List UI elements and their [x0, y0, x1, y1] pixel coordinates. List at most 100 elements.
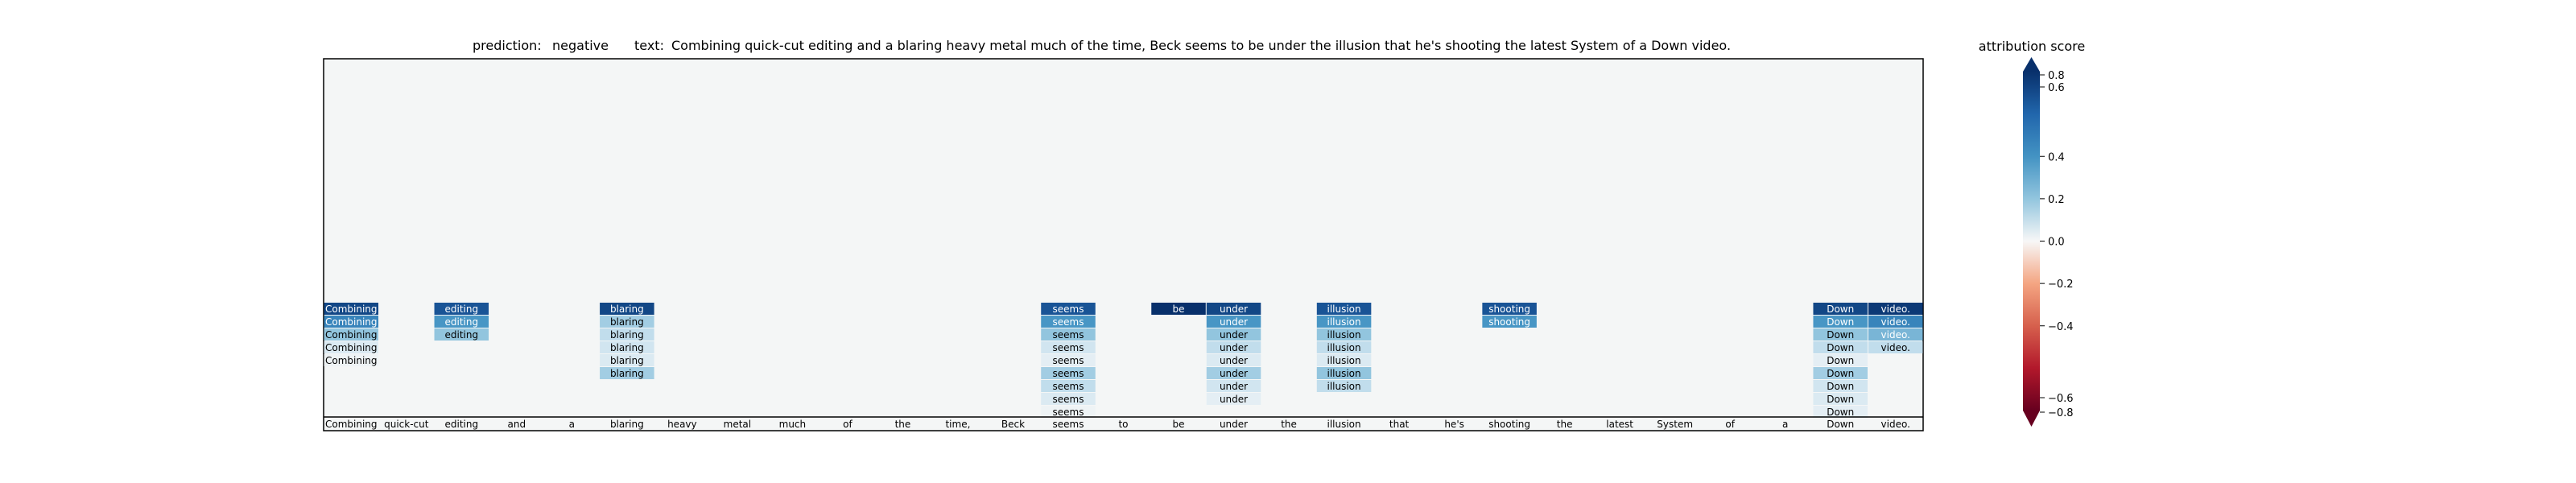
heatmap-cell	[1813, 367, 1868, 379]
heatmap-cell	[1868, 316, 1923, 328]
colorbar-tick-label: 0.0	[2048, 237, 2065, 249]
colorbar-bottom-extend	[2023, 411, 2040, 427]
title-text-value: Combining quick-cut editing and a blarin…	[671, 38, 1731, 53]
heatmap-cell	[1813, 316, 1868, 328]
heatmap-cell	[1316, 303, 1372, 315]
token-label: metal	[724, 419, 751, 430]
cell-label: Down	[1827, 355, 1854, 366]
cell-label: video.	[1881, 342, 1910, 353]
token-label: under	[1220, 419, 1248, 430]
colorbar-top-extend	[2023, 57, 2040, 72]
colorbar-tick-label: 0.4	[2048, 151, 2065, 163]
heatmap-cell	[1482, 303, 1537, 315]
token-label: heavy	[667, 419, 697, 430]
token-label: shooting	[1488, 419, 1530, 430]
cell-label: blaring	[610, 342, 644, 353]
cell-label: Combining	[325, 316, 378, 328]
heatmap-cell	[1813, 341, 1868, 353]
cell-label: under	[1220, 355, 1248, 366]
cell-label: Down	[1827, 381, 1854, 392]
colorbar-tick-label: 0.2	[2048, 194, 2065, 206]
heatmap-cell	[1316, 354, 1372, 366]
heatmap-cell	[434, 303, 489, 315]
cell-label: seems	[1052, 303, 1084, 315]
cell-label: seems	[1052, 381, 1084, 392]
heatmap-cell	[600, 316, 654, 328]
cell-label: video.	[1881, 316, 1910, 328]
token-label: System	[1657, 419, 1693, 430]
heatmap-cell	[1041, 406, 1096, 418]
cell-label: shooting	[1488, 316, 1530, 328]
heatmap-cell	[1316, 316, 1372, 328]
cell-label: illusion	[1327, 368, 1360, 379]
cell-label: seems	[1052, 407, 1084, 418]
cell-label: blaring	[610, 303, 644, 315]
plot-area	[323, 58, 1924, 431]
cell-label: be	[1173, 303, 1185, 315]
cell-label: seems	[1052, 329, 1084, 341]
heatmap-cell	[1151, 303, 1206, 315]
cell-label: blaring	[610, 329, 644, 341]
cell-label: seems	[1052, 355, 1084, 366]
token-label: and	[508, 419, 526, 430]
cell-label: Down	[1827, 303, 1854, 315]
heatmap-cell	[1868, 341, 1923, 353]
heatmap-cell	[1813, 393, 1868, 405]
heatmap-cell	[434, 316, 489, 328]
token-label: of	[843, 419, 852, 430]
token-label: quick-cut	[384, 419, 429, 430]
token-label: Combining	[325, 419, 378, 430]
cell-label: under	[1220, 394, 1248, 405]
cell-label: blaring	[610, 355, 644, 366]
colorbar-tick-label: 0.6	[2048, 82, 2065, 94]
cell-label: illusion	[1327, 355, 1360, 366]
cell-label: illusion	[1327, 303, 1360, 315]
cell-label: blaring	[610, 316, 644, 328]
heatmap-cell	[1813, 406, 1868, 418]
colorbar-tick-label: −0.6	[2048, 393, 2074, 405]
cell-label: Down	[1827, 342, 1854, 353]
token-label: the	[895, 419, 911, 430]
token-label: seems	[1052, 419, 1084, 430]
heatmap-cell	[1206, 316, 1261, 328]
heatmap-cell	[1813, 354, 1868, 366]
cell-label: Down	[1827, 394, 1854, 405]
heatmap-cell	[1813, 328, 1868, 341]
heatmap-cell	[324, 354, 379, 366]
token-label: Beck	[1001, 419, 1025, 430]
chart-title: prediction: negative text: Combining qui…	[473, 38, 1731, 53]
colorbar-tick-label: −0.4	[2048, 321, 2074, 333]
cell-label: under	[1220, 381, 1248, 392]
token-label: to	[1118, 419, 1128, 430]
heatmap-cell	[600, 328, 654, 341]
cell-label: Down	[1827, 407, 1854, 418]
token-label: latest	[1606, 419, 1633, 430]
cell-label: seems	[1052, 342, 1084, 353]
token-label: of	[1725, 419, 1735, 430]
heatmap-cell	[324, 341, 379, 353]
heatmap-cell	[1316, 328, 1372, 341]
colorbar-gradient	[2023, 72, 2040, 411]
cell-label: Combining	[325, 355, 378, 366]
heatmap-cell	[1316, 380, 1372, 392]
cell-label: under	[1220, 303, 1248, 315]
colorbar-tick-label: −0.2	[2048, 279, 2074, 291]
heatmap-cell	[324, 303, 379, 315]
token-label: video.	[1881, 419, 1910, 430]
heatmap-cell	[1041, 341, 1096, 353]
heatmap-cell	[600, 303, 654, 315]
cell-label: under	[1220, 329, 1248, 341]
cell-label: under	[1220, 316, 1248, 328]
colorbar-tick-label: −0.8	[2048, 407, 2074, 419]
heatmap-cell	[1206, 354, 1261, 366]
heatmap-cell	[1041, 393, 1096, 405]
colorbar-ticks: 0.80.6 0.4 0.2 0.0 −0.2 −0.4 −0.6 −0.8	[2040, 70, 2074, 419]
token-label: be	[1173, 419, 1185, 430]
cell-label: editing	[444, 316, 478, 328]
title-text-label: text:	[634, 38, 664, 53]
heatmap-cell	[434, 328, 489, 341]
heatmap-cell	[1041, 328, 1096, 341]
heatmap-cell	[1868, 328, 1923, 341]
cell-label: Combining	[325, 303, 378, 315]
